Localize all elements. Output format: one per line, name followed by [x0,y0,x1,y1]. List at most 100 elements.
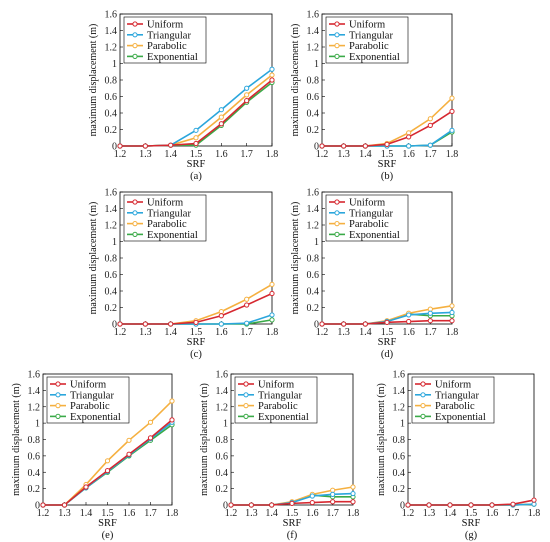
data-point-uniform [169,417,175,423]
data-point-uniform [362,143,368,149]
y-tick-label: 0.6 [307,270,320,281]
legend-entry-uniform: Uniform [147,198,183,209]
data-point-triangular [449,127,455,133]
y-tick-label: 0.6 [216,451,229,462]
y-tick-label: 0.8 [28,435,41,446]
legend-marker [132,231,138,237]
x-tick-label: 1.2 [316,327,329,338]
data-point-uniform [468,502,474,508]
y-tick-label: 1 [314,59,319,70]
x-tick-label: 1.5 [381,327,394,338]
data-point-triangular [193,127,199,133]
y-tick-label: 1.4 [28,386,41,397]
y-tick-label: 0.4 [105,287,118,298]
legend-marker [132,221,138,227]
data-point-uniform [427,318,433,324]
x-tick-label: 1.7 [240,327,253,338]
data-point-triangular [531,501,537,507]
legend-entry-exponential: Exponential [435,412,486,423]
y-tick-label: 0.6 [105,92,118,103]
data-point-uniform [269,77,275,83]
data-point-uniform [489,502,495,508]
chart-panel-e: 0 0.2 0.4 0.6 0.8 1 1.2 1.4 1.6 1.2 1.3 1.4 1.5 1.6 1.… [11,370,178,542]
legend-marker [420,392,426,398]
data-point-exponential [269,317,275,323]
y-tick-label: 0.8 [307,254,320,265]
y-tick-label: 1.2 [393,402,406,413]
series-line-triangular [120,68,273,147]
legend-entry-exponential: Exponential [349,230,400,241]
x-axis-label: SRF [283,518,302,529]
data-point-uniform [126,451,132,457]
y-tick-label: 0.2 [307,303,320,314]
legend-marker [334,32,340,38]
legend-marker [334,21,340,27]
legend-entry-triangular: Triangular [349,30,393,41]
y-tick-label: 0 [400,501,405,512]
data-point-triangular [244,320,250,326]
data-point-parabolic [427,116,433,122]
legend-entry-exponential: Exponential [258,412,309,423]
x-tick-label: 1.7 [507,508,520,519]
x-tick-label: 1.2 [402,508,415,519]
panel-caption: (e) [102,530,114,541]
data-point-uniform [193,319,199,325]
y-axis-label: maximum displacement (m) [88,202,99,315]
data-point-uniform [244,302,250,308]
x-tick-label: 1.2 [114,327,127,338]
legend-entry-triangular: Triangular [147,208,191,219]
y-tick-label: 0.8 [307,76,320,87]
y-tick-label: 1.6 [393,370,406,381]
chart-panel-g: 0 0.2 0.4 0.6 0.8 1 1.2 1.4 1.6 1.2 1.3 1.4 1.5 1.6 1.… [376,370,540,542]
legend-entry-uniform: Uniform [349,20,385,31]
data-point-triangular [427,310,433,316]
y-tick-label: 0.8 [105,76,118,87]
data-point-parabolic [244,92,250,98]
x-tick-label: 1.5 [101,508,114,519]
data-point-triangular [350,490,356,497]
data-point-uniform [83,484,89,490]
data-point-parabolic [218,114,224,120]
panel-caption: (d) [381,349,394,360]
data-point-triangular [269,312,275,318]
legend-marker [55,403,61,409]
x-tick-label: 1.3 [337,327,350,338]
x-tick-label: 1.8 [528,508,541,519]
x-tick-label: 1.4 [80,508,93,519]
legend-marker [334,199,340,205]
y-tick-label: 1 [400,419,405,430]
data-point-uniform [406,318,412,325]
data-point-uniform [510,501,516,507]
panel-caption: (a) [190,171,202,182]
data-point-triangular [218,107,224,113]
x-axis-label: SRF [378,337,397,348]
y-tick-label: 0.4 [393,468,406,479]
data-point-uniform [218,313,224,319]
data-point-triangular [330,491,336,497]
legend-marker [334,43,340,49]
legend-entry-uniform: Uniform [435,380,471,391]
data-point-uniform [218,121,224,127]
legend-entry-uniform: Uniform [258,380,294,391]
x-tick-label: 1.4 [164,149,177,160]
y-tick-label: 0.2 [105,303,118,314]
data-point-parabolic [449,303,455,309]
legend-entry-exponential: Exponential [349,52,400,63]
x-tick-label: 1.7 [424,149,437,160]
legend-marker [55,381,61,387]
legend-marker [420,381,426,387]
y-tick-label: 0.2 [307,125,320,136]
x-tick-label: 1.5 [465,508,478,519]
data-point-uniform [269,502,275,508]
legend-marker [132,210,138,216]
data-point-triangular [449,309,455,316]
y-tick-label: 0.2 [393,484,406,495]
y-tick-label: 0.4 [105,109,118,120]
y-tick-label: 1 [314,237,319,248]
y-axis-label: maximum displacement (m) [290,202,301,315]
y-tick-label: 0 [35,501,40,512]
legend-marker [243,413,249,419]
data-point-uniform [117,321,123,327]
y-tick-label: 0.4 [216,468,229,479]
x-axis-label: SRF [462,518,481,529]
